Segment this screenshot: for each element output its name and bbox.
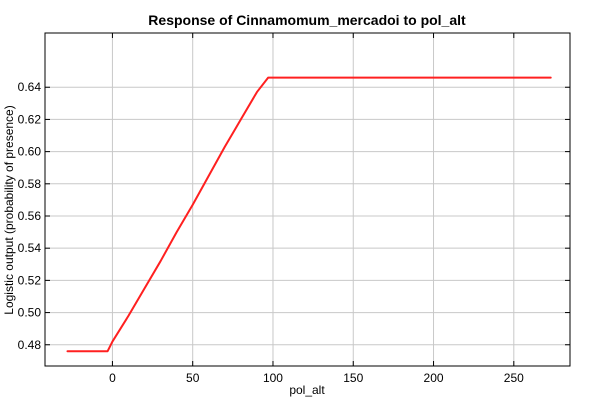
- tick-layer: 0 50 100 150 200 250 0.48 0.50 0.52 0.54 0.56 0.58 0…: [18, 33, 570, 385]
- y-tick-label: 0.58: [18, 177, 42, 191]
- series-layer: [66, 76, 552, 353]
- x-axis-label: pol_alt: [289, 383, 325, 397]
- plot-frame: [44, 32, 571, 367]
- y-tick-label: 0.60: [18, 145, 42, 159]
- y-tick-label: 0.56: [18, 209, 42, 223]
- y-tick-label: 0.54: [18, 241, 42, 255]
- response-curve: [66, 76, 552, 353]
- grid-layer: [45, 33, 570, 366]
- x-tick-label: 0: [109, 371, 116, 385]
- x-tick-label: 250: [504, 371, 524, 385]
- chart-title: Response of Cinnamomum_mercadoi to pol_a…: [148, 12, 466, 28]
- y-tick-label: 0.50: [18, 306, 42, 320]
- x-tick-label: 50: [186, 371, 200, 385]
- x-tick-label: 200: [424, 371, 444, 385]
- y-tick-label: 0.52: [18, 273, 42, 287]
- x-tick-label: 150: [343, 371, 363, 385]
- y-tick-label: 0.48: [18, 338, 42, 352]
- x-tick-label: 100: [263, 371, 283, 385]
- y-tick-label: 0.64: [18, 80, 42, 94]
- y-tick-label: 0.62: [18, 112, 42, 126]
- y-axis-label: Logistic output (probability of presence…: [2, 105, 16, 314]
